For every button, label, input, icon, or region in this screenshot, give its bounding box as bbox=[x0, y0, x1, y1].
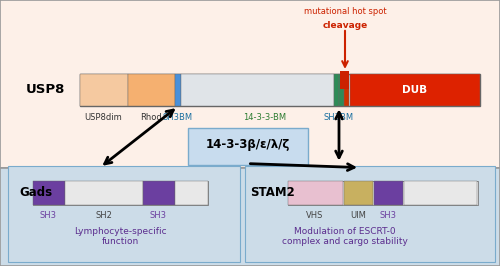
Bar bbox=[338, 74, 344, 106]
Text: VHS: VHS bbox=[306, 211, 324, 221]
Text: SH3: SH3 bbox=[150, 211, 167, 221]
Text: cleavage: cleavage bbox=[322, 21, 368, 30]
Bar bbox=[175, 74, 181, 106]
Text: SH2: SH2 bbox=[95, 211, 112, 221]
Bar bbox=[344, 181, 373, 205]
Text: SH3: SH3 bbox=[380, 211, 397, 221]
Text: Lymphocyte-specific
function: Lymphocyte-specific function bbox=[74, 227, 166, 246]
Bar bbox=[80, 74, 480, 106]
Bar bbox=[181, 74, 334, 106]
Text: 14-3-3β/ε/λ/ζ: 14-3-3β/ε/λ/ζ bbox=[206, 139, 290, 151]
Text: 14-3-3-BM: 14-3-3-BM bbox=[244, 113, 286, 122]
Bar bbox=[32, 181, 208, 205]
Bar bbox=[0, 0, 500, 168]
Bar bbox=[32, 181, 65, 205]
Bar bbox=[288, 181, 478, 205]
Bar bbox=[128, 74, 175, 106]
Text: SH3: SH3 bbox=[40, 211, 57, 221]
Text: DUB: DUB bbox=[402, 85, 427, 95]
Bar bbox=[80, 74, 128, 106]
Text: Modulation of ESCRT-0
complex and cargo stability: Modulation of ESCRT-0 complex and cargo … bbox=[282, 227, 408, 246]
Bar bbox=[65, 181, 142, 205]
FancyBboxPatch shape bbox=[188, 128, 308, 165]
Text: mutational hot spot: mutational hot spot bbox=[304, 7, 386, 16]
Bar bbox=[340, 71, 349, 89]
FancyBboxPatch shape bbox=[8, 166, 240, 262]
Bar bbox=[334, 74, 338, 106]
Text: USP8dim: USP8dim bbox=[84, 113, 122, 122]
Text: SH3BM: SH3BM bbox=[163, 113, 193, 122]
Bar bbox=[288, 181, 343, 205]
Bar bbox=[142, 181, 175, 205]
Text: UIM: UIM bbox=[350, 211, 366, 221]
Text: Rhod: Rhod bbox=[140, 113, 162, 122]
Text: USP8: USP8 bbox=[26, 83, 64, 95]
Bar bbox=[0, 168, 500, 266]
Bar bbox=[344, 74, 348, 106]
Text: Gads: Gads bbox=[19, 186, 52, 198]
Bar bbox=[404, 181, 476, 205]
FancyBboxPatch shape bbox=[245, 166, 495, 262]
Bar bbox=[374, 181, 403, 205]
Bar bbox=[350, 74, 480, 106]
Text: SH3BM: SH3BM bbox=[324, 113, 354, 122]
Text: STAM2: STAM2 bbox=[250, 186, 295, 198]
Bar bbox=[175, 181, 208, 205]
